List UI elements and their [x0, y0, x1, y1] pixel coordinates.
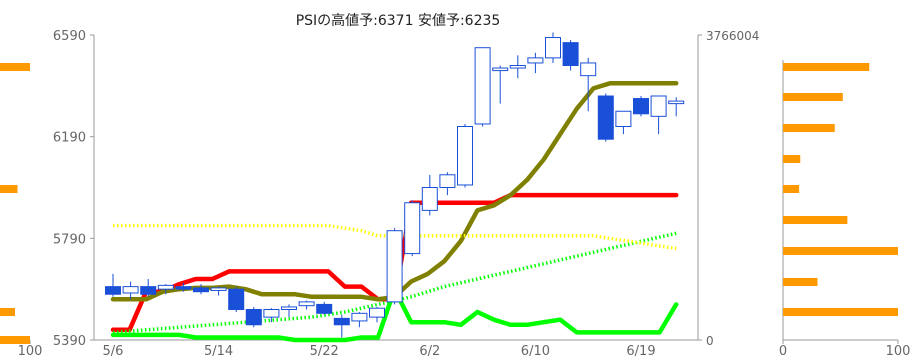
- candle: [193, 287, 209, 293]
- candle: [281, 306, 297, 311]
- price-chart-panel: PSIの高値予:6371 安値予:6235 6590 6190 5790 5390 376…: [53, 12, 760, 359]
- candle: [421, 187, 438, 211]
- candle: [369, 307, 385, 318]
- candle: [157, 284, 174, 290]
- candle: [509, 65, 526, 69]
- right-volume-panel: 0 100: [779, 60, 911, 359]
- candle: [633, 98, 649, 115]
- candle: [122, 286, 139, 294]
- left-volume-bar: [0, 308, 15, 316]
- candle: [650, 95, 667, 117]
- candle: [228, 288, 245, 310]
- right-volume-bar: [783, 185, 800, 193]
- right-volume-bar: [783, 216, 848, 224]
- candle: [527, 57, 544, 64]
- y-tick-label: 5790: [53, 232, 86, 247]
- left-volume-bar: [0, 185, 18, 193]
- x-tick-label: 6/19: [626, 344, 655, 359]
- candle: [175, 286, 192, 290]
- candle: [245, 309, 262, 326]
- x-tick-label: 5/22: [310, 344, 339, 359]
- candle: [492, 67, 509, 72]
- candle: [333, 317, 350, 326]
- x-tick-label: 6/2: [419, 344, 440, 359]
- candle: [210, 287, 227, 291]
- indicator-line: [112, 231, 677, 335]
- candle: [615, 110, 632, 127]
- y-tick-label: 6590: [53, 29, 86, 44]
- candle: [263, 309, 280, 318]
- left-volume-bar: [0, 336, 30, 344]
- x-tick-label: 6/10: [521, 344, 550, 359]
- x-tick-label: 5/6: [103, 344, 124, 359]
- right-volume-bar: [783, 247, 898, 255]
- right-volume-bar: [783, 63, 870, 71]
- left-volume-bar: [0, 63, 30, 71]
- candle: [105, 286, 121, 295]
- right-x-tick-label: 0: [779, 344, 787, 359]
- candle: [562, 42, 579, 66]
- candle: [474, 47, 491, 125]
- y-tick-label: 6190: [53, 131, 86, 146]
- candle: [386, 230, 403, 303]
- candle: [351, 312, 368, 322]
- x-tick-label: 5/14: [204, 344, 233, 359]
- candle: [545, 37, 561, 59]
- left-x-tick-label: 100: [18, 344, 43, 359]
- y-tick-label: 5390: [53, 334, 86, 349]
- candle: [404, 202, 421, 255]
- secondary-y-tick-label: 3766004: [706, 29, 759, 43]
- secondary-y-tick-label: 0: [706, 334, 714, 348]
- candle: [140, 286, 157, 295]
- right-volume-bar: [783, 124, 835, 132]
- candle: [580, 62, 597, 77]
- right-volume-bar: [783, 278, 818, 286]
- candle: [298, 301, 315, 307]
- right-x-tick-label: 100: [886, 344, 911, 359]
- right-volume-bar: [783, 93, 843, 101]
- candle: [668, 100, 685, 105]
- right-volume-bar: [783, 155, 801, 163]
- left-volume-panel: 100: [0, 63, 42, 359]
- candle: [597, 95, 614, 140]
- right-volume-bar: [783, 308, 898, 316]
- candle: [316, 303, 333, 314]
- candle: [439, 174, 456, 189]
- chart-title: PSIの高値予:6371 安値予:6235: [296, 12, 501, 29]
- candle: [457, 126, 473, 186]
